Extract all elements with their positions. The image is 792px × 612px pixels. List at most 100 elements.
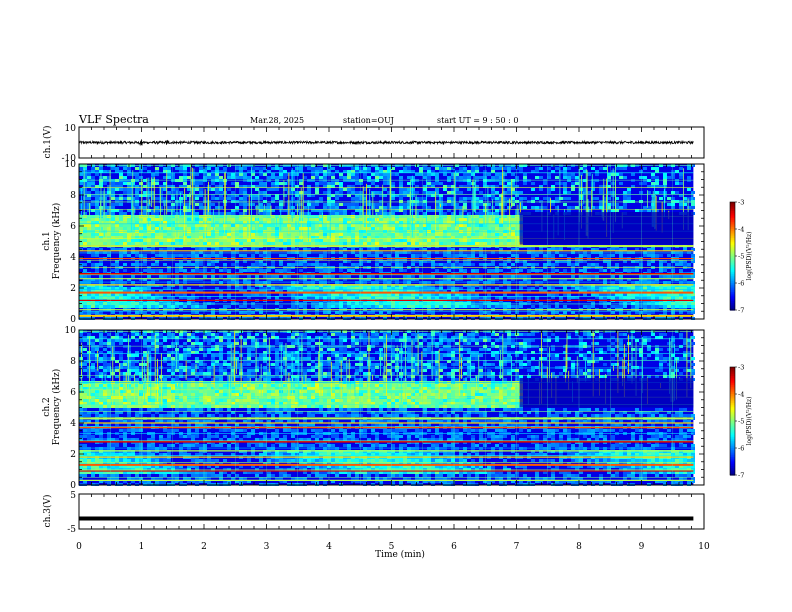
spectrogram-cell <box>495 296 499 299</box>
spectrogram-cell <box>451 230 455 233</box>
spectrogram-cell <box>151 209 155 212</box>
spectrogram-cell <box>383 176 387 179</box>
spectrogram-cell <box>451 197 455 200</box>
spectrogram-cell <box>315 287 319 290</box>
spectrogram-cell <box>459 227 463 230</box>
spectrogram-cell <box>163 287 167 290</box>
spectrogram-cell <box>107 305 111 308</box>
spectrogram-cell <box>319 176 323 179</box>
spectrogram-cell <box>599 200 603 203</box>
spectrogram-cell <box>563 254 567 257</box>
spectrogram-cell <box>167 236 171 239</box>
spectrogram-cell <box>303 290 307 293</box>
spectrogram-cell <box>167 281 171 284</box>
spectrogram-cell <box>291 185 295 188</box>
spectrogram-cell <box>531 182 535 185</box>
spectrogram-cell <box>391 197 395 200</box>
spectrogram-cell <box>431 209 435 212</box>
spectrogram-cell <box>123 197 127 200</box>
spectrogram-cell <box>243 233 247 236</box>
spectrogram-cell <box>427 224 431 227</box>
spectrogram-cell <box>419 296 423 299</box>
spectrogram-cell <box>595 290 599 293</box>
spectrogram-cell <box>519 206 523 209</box>
spectrogram-cell <box>355 239 359 242</box>
spectrogram-cell <box>231 200 235 203</box>
spectrogram-cell <box>435 296 439 299</box>
spectrogram-cell <box>211 239 215 242</box>
spectrogram-cell <box>411 275 415 278</box>
spectrogram-cell <box>255 260 259 263</box>
spectrogram-cell <box>387 290 391 293</box>
spectrogram-cell <box>407 251 411 254</box>
spectrogram-cell <box>127 182 131 185</box>
spectrogram-cell <box>427 206 431 209</box>
spectrogram-cell <box>491 170 495 173</box>
spectrogram-cell <box>463 263 467 266</box>
spectrogram-cell <box>639 281 643 284</box>
spectrogram-cell <box>507 179 511 182</box>
spectrogram-cell <box>667 263 671 266</box>
spectrogram-cell <box>391 269 395 272</box>
spectrogram-cell <box>291 182 295 185</box>
spectrogram-cell <box>539 287 543 290</box>
spectrogram-cell <box>243 305 247 308</box>
spectrogram-cell <box>383 212 387 215</box>
spectrogram-cell <box>215 218 219 221</box>
spectrogram-cell <box>267 242 271 245</box>
spectrogram-cell <box>611 254 615 257</box>
spectrogram-cell <box>135 173 139 176</box>
spectrogram-cell <box>307 293 311 296</box>
spectrogram-cell <box>347 227 351 230</box>
spectrogram-cell <box>319 200 323 203</box>
spectrogram-cell <box>95 203 99 206</box>
spectrogram-cell <box>503 305 507 308</box>
spectrogram-cell <box>511 167 515 170</box>
spectrogram-cell <box>135 185 139 188</box>
spectrogram-cell <box>619 248 623 251</box>
spectrogram-cell <box>595 311 599 314</box>
spectrogram-cell <box>283 269 287 272</box>
spectrogram-cell <box>571 311 575 314</box>
spectrogram-cell <box>191 227 195 230</box>
spectrogram-cell <box>347 173 351 176</box>
spectrogram-cell <box>535 296 539 299</box>
spectrogram-cell <box>395 263 399 266</box>
spectrogram-cell <box>295 287 299 290</box>
spectrogram-cell <box>675 182 679 185</box>
spectrogram-cell <box>375 206 379 209</box>
spectrogram-cell <box>563 269 567 272</box>
spectrogram-cell <box>299 263 303 266</box>
spectrogram-cell <box>215 287 219 290</box>
spectrogram-cell <box>91 287 95 290</box>
spectrogram-cell <box>355 287 359 290</box>
spectrogram-cell <box>315 296 319 299</box>
spectrogram-cell <box>155 254 159 257</box>
spectrogram-cell <box>339 281 343 284</box>
spectrogram-cell <box>559 197 563 200</box>
spectrogram-cell <box>395 242 399 245</box>
spectrogram-cell <box>123 254 127 257</box>
spectrogram-cell <box>559 254 563 257</box>
spectrogram-cell <box>227 296 231 299</box>
spectrogram-cell <box>367 260 371 263</box>
spectrogram-cell <box>347 170 351 173</box>
spectrogram-cell <box>419 254 423 257</box>
spectrogram-cell <box>423 218 427 221</box>
spectrogram-cell <box>111 209 115 212</box>
spectrogram-cell <box>431 275 435 278</box>
spectrogram-cell <box>275 242 279 245</box>
spectrogram-cell <box>511 296 515 299</box>
spectrogram-cell <box>607 176 611 179</box>
spectrogram-cell <box>459 287 463 290</box>
spectrogram-cell <box>463 170 467 173</box>
spectrogram-cell <box>195 305 199 308</box>
spectrogram-cell <box>187 242 191 245</box>
spectrogram-cell <box>423 302 427 305</box>
spectrogram-cell <box>303 242 307 245</box>
spectrogram-cell <box>651 248 655 251</box>
spectrogram-cell <box>271 260 275 263</box>
spectrogram-cell <box>527 278 531 281</box>
spectrogram-cell <box>243 290 247 293</box>
spectrogram-cell <box>139 233 143 236</box>
